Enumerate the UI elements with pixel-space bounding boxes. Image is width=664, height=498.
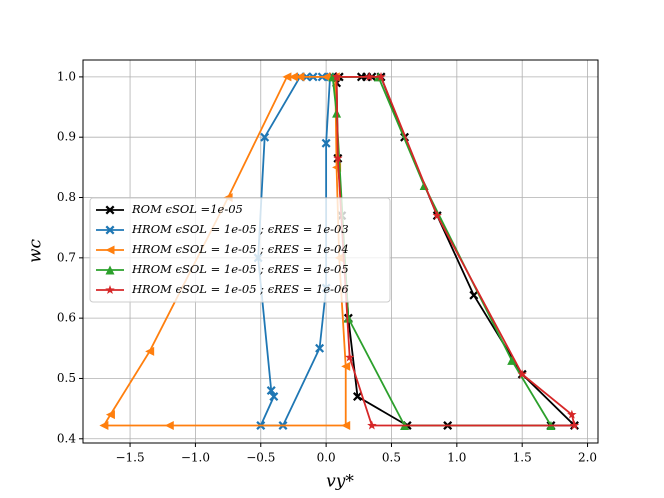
data-point bbox=[352, 392, 362, 402]
data-point bbox=[145, 346, 155, 356]
data-point bbox=[269, 392, 279, 402]
data-point bbox=[343, 313, 353, 323]
data-point bbox=[99, 421, 109, 431]
data-point bbox=[469, 290, 479, 300]
legend-label: HROM ϵSOL = 1e-05 ; ϵRES = 1e-04 bbox=[131, 242, 349, 256]
data-point bbox=[266, 386, 276, 396]
y-tick-label: 0.6 bbox=[57, 311, 76, 325]
y-tick-label: 0.8 bbox=[57, 190, 76, 204]
data-point bbox=[321, 72, 331, 82]
legend-box bbox=[89, 197, 391, 303]
data-point bbox=[288, 72, 298, 82]
series-group bbox=[99, 71, 580, 431]
data-point bbox=[260, 132, 270, 142]
x-axis-label: vy* bbox=[326, 472, 354, 492]
y-axis-label: wc bbox=[26, 238, 46, 263]
y-tick-label: 0.5 bbox=[57, 371, 76, 385]
legend-marker bbox=[105, 285, 115, 295]
data-point bbox=[321, 138, 331, 148]
y-tick-label: 0.7 bbox=[57, 250, 76, 264]
legend-marker bbox=[105, 245, 115, 255]
plot-frame bbox=[82, 59, 599, 444]
data-point bbox=[295, 72, 305, 82]
y-tick-label: 1.0 bbox=[57, 69, 76, 83]
data-point bbox=[344, 352, 355, 362]
data-point bbox=[376, 71, 386, 81]
data-point bbox=[315, 343, 325, 353]
y-tick-label: 0.4 bbox=[57, 431, 76, 445]
data-point bbox=[164, 421, 174, 431]
data-point bbox=[569, 420, 580, 430]
x-tick-label: 1.0 bbox=[447, 451, 466, 465]
x-tick-label: 1.5 bbox=[513, 451, 532, 465]
x-tick-label: 0.5 bbox=[382, 451, 401, 465]
x-tick-label: 0.0 bbox=[317, 451, 336, 465]
ticks: −1.5 −1.0 −0.5 0.0 0.5 1.0 1.5 2.0 0.4 0.5 0.6 0.7 0… bbox=[57, 69, 597, 464]
legend-label: HROM ϵSOL = 1e-05 ; ϵRES = 1e-03 bbox=[131, 222, 349, 236]
data-point bbox=[341, 421, 351, 431]
legend-marker bbox=[105, 225, 115, 235]
legend-label: ROM ϵSOL =1e-05 bbox=[131, 202, 243, 216]
data-point bbox=[282, 72, 292, 82]
legend-label: HROM ϵSOL = 1e-05 ; ϵRES = 1e-05 bbox=[131, 262, 349, 276]
x-tick-label: −1.0 bbox=[181, 451, 210, 465]
x-tick-label: −1.5 bbox=[115, 451, 144, 465]
data-point bbox=[333, 153, 343, 163]
data-point bbox=[567, 409, 577, 419]
data-point bbox=[364, 71, 374, 81]
legend-label: HROM ϵSOL = 1e-05 ; ϵRES = 1e-06 bbox=[131, 282, 349, 296]
x-tick-label: −0.5 bbox=[246, 451, 275, 465]
data-point bbox=[331, 71, 342, 81]
data-point bbox=[432, 210, 442, 220]
data-point bbox=[517, 369, 527, 379]
legend: ROM ϵSOL =1e-05 HROM ϵSOL = 1e-05 ; ϵRES … bbox=[89, 197, 391, 303]
legend-marker bbox=[105, 265, 115, 275]
y-tick-label: 0.9 bbox=[57, 130, 76, 144]
x-tick-label: 2.0 bbox=[578, 451, 597, 465]
legend-marker bbox=[105, 205, 115, 215]
data-point bbox=[507, 355, 517, 365]
data-point bbox=[341, 361, 351, 371]
data-point bbox=[367, 420, 377, 430]
data-point bbox=[105, 410, 115, 420]
